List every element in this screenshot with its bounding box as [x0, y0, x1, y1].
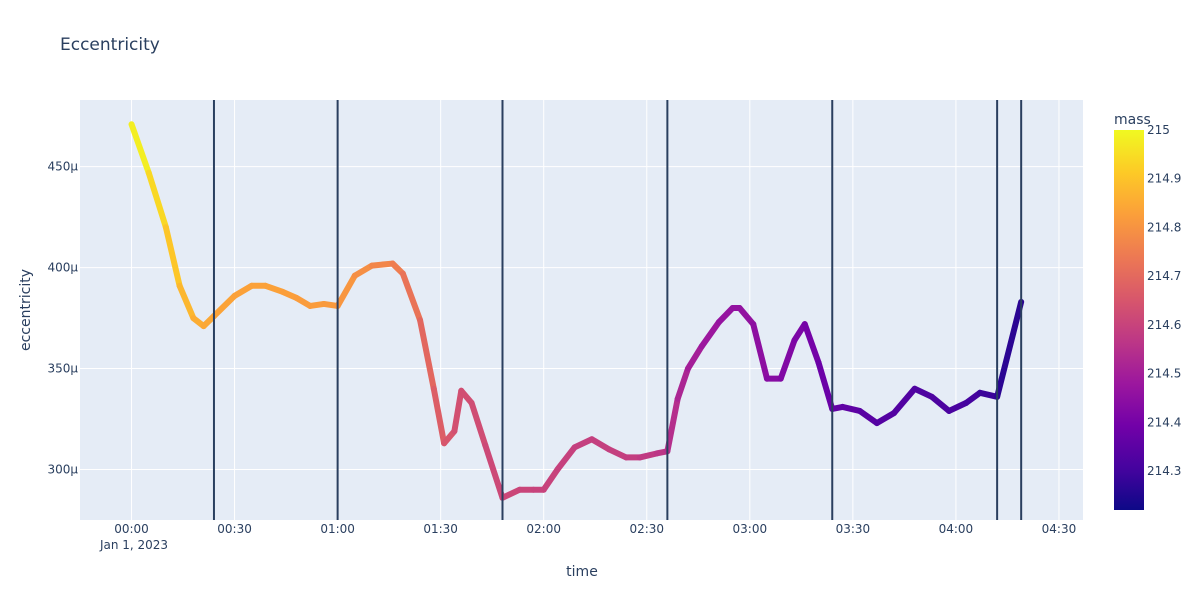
- trace-segment: [468, 399, 489, 449]
- x-tick-label: 00:30: [217, 522, 252, 536]
- trace-segment: [856, 407, 880, 427]
- colorbar-title: mass: [1114, 112, 1151, 128]
- x-axis-title: time: [566, 564, 598, 580]
- trace-segment: [417, 317, 437, 392]
- trace-segment: [891, 385, 918, 416]
- trace-segment: [736, 304, 757, 328]
- trace-segment: [664, 395, 681, 455]
- colorbar-ticks: 214.3 214.4 214.5 214.6 214.7 214.8 214.9 215: [1147, 123, 1181, 478]
- eccentricity-trace: [128, 121, 1025, 501]
- trace-segment: [571, 436, 595, 451]
- colorbar-tick-label: 214.4: [1147, 415, 1181, 429]
- y-axis-title: eccentricity: [18, 269, 34, 351]
- x-tick-date-label: Jan 1, 2023: [99, 538, 168, 552]
- colorbar-tick-label: 214.6: [1147, 318, 1181, 332]
- x-tick-label: 00:00: [114, 522, 149, 536]
- x-tick-label: 02:00: [526, 522, 561, 536]
- y-tick-label: 300µ: [47, 463, 78, 477]
- trace-segment: [334, 272, 358, 309]
- trace-segment: [399, 270, 424, 324]
- trace-segment: [588, 436, 612, 453]
- trace-segment: [873, 409, 898, 427]
- y-axis-ticks: 300µ 350µ 400µ 450µ: [47, 160, 78, 477]
- x-tick-label: 01:30: [423, 522, 458, 536]
- trace-segment: [928, 393, 953, 414]
- y-tick-label: 400µ: [47, 261, 78, 275]
- trace-segment: [540, 466, 561, 493]
- trace-segment: [815, 359, 836, 412]
- trace-segment: [451, 387, 465, 435]
- trace-segment: [368, 260, 396, 269]
- x-axis-ticks: 00:00 00:30 01:00 01:30 02:00 02:30 03:00 03:30…: [114, 522, 1076, 536]
- trace-segment: [684, 343, 705, 372]
- x-tick-label: 03:30: [836, 522, 871, 536]
- chart-title: Eccentricity: [60, 35, 160, 55]
- trace-segment: [482, 442, 506, 501]
- trace-segment: [777, 337, 798, 382]
- trace-segment: [430, 385, 448, 447]
- x-tick-label: 01:00: [320, 522, 355, 536]
- trace-segment: [128, 121, 152, 176]
- trace-segment: [946, 399, 970, 414]
- trace-segment: [210, 292, 238, 320]
- trace-segment: [994, 298, 1025, 400]
- trace-segment: [698, 319, 722, 350]
- trace-segment: [674, 365, 691, 402]
- trace-segment: [176, 282, 197, 322]
- trace-segment: [801, 321, 822, 366]
- trace-segment: [231, 282, 255, 299]
- colorbar: [1114, 130, 1144, 510]
- plot-area: [80, 100, 1083, 520]
- trace-segment: [554, 444, 578, 473]
- trace-segment: [605, 446, 630, 461]
- trace-segment: [351, 262, 375, 279]
- trace-segment: [262, 282, 286, 295]
- x-tick-label: 04:30: [1042, 522, 1077, 536]
- y-tick-label: 350µ: [47, 362, 78, 376]
- trace-segment: [145, 169, 169, 231]
- colorbar-tick-label: 214.7: [1147, 269, 1181, 283]
- x-tick-label: 04:00: [939, 522, 974, 536]
- colorbar-tick-label: 215: [1147, 123, 1170, 137]
- y-tick-label: 450µ: [47, 160, 78, 174]
- x-tick-label: 02:30: [629, 522, 664, 536]
- trace-segment: [162, 224, 183, 289]
- x-tick-label: 03:00: [733, 522, 768, 536]
- trace-segment: [715, 304, 736, 326]
- trace-segment: [750, 321, 770, 382]
- trace-segment: [911, 385, 935, 400]
- vertical-markers: [212, 100, 1023, 520]
- colorbar-tick-label: 214.9: [1147, 172, 1181, 186]
- trace-segment: [499, 486, 523, 501]
- colorbar-tick-label: 214.8: [1147, 220, 1181, 234]
- y-gridlines: [80, 166, 1083, 471]
- colorbar-tick-label: 214.3: [1147, 464, 1181, 478]
- colorbar-tick-label: 214.5: [1147, 367, 1181, 381]
